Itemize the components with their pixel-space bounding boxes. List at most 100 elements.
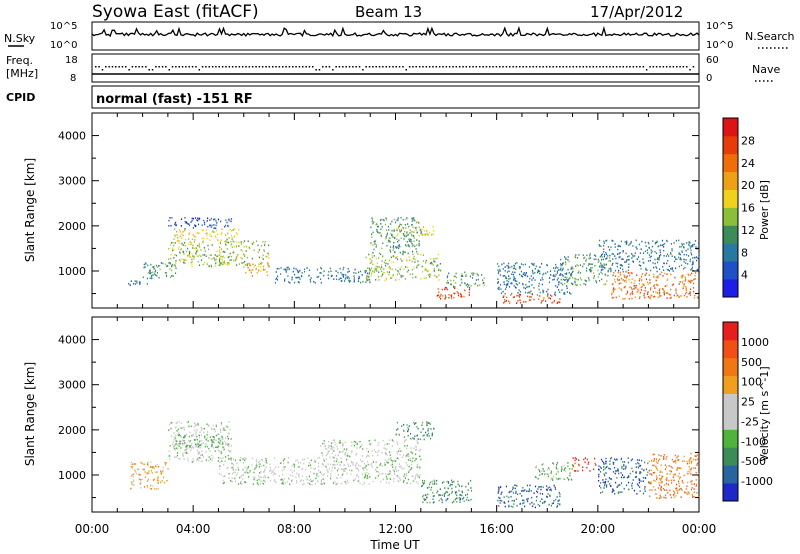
data-cell [181,427,183,429]
data-cell [207,225,209,228]
data-cell [402,481,405,483]
data-cell [222,457,224,459]
data-cell [620,263,622,266]
data-cell [616,486,618,488]
data-cell [676,295,678,297]
data-cell [242,478,244,480]
data-cell [335,483,337,486]
data-cell [398,450,400,452]
data-cell [502,296,504,298]
data-cell [227,225,229,228]
freq-frame [91,53,700,83]
data-cell [683,253,685,256]
data-cell [555,467,558,470]
data-cell [366,447,368,450]
data-cell [462,498,464,500]
data-cell [683,283,685,286]
data-cell [307,457,309,460]
data-cell [632,261,635,263]
data-cell [569,472,571,474]
data-cell [244,260,246,263]
data-cell [671,284,673,286]
freq-dot [589,66,591,68]
data-cell [229,259,231,262]
data-cell [152,479,155,481]
data-cell [247,240,249,242]
data-cell [695,256,697,258]
data-cell [650,481,652,484]
data-cell [371,233,373,236]
data-cell [149,268,151,271]
data-cell [438,494,440,496]
colorbar-swatch [723,171,738,190]
data-cell [432,491,434,494]
data-cell [222,429,224,431]
data-cell [568,260,570,263]
data-cell [323,270,325,272]
data-cell [385,237,387,240]
data-cell [322,442,324,445]
data-cell [613,466,616,469]
data-cell [262,471,264,473]
data-cell [666,284,668,287]
data-cell [371,267,373,270]
data-cell [691,272,693,275]
data-cell [427,493,429,496]
data-cell [693,287,695,289]
power-frame [91,112,700,309]
data-cell [559,493,561,495]
data-cell [412,273,414,275]
data-cell [288,281,290,283]
data-cell [606,486,608,488]
data-cell [283,462,285,465]
data-cell [173,257,175,259]
data-cell [637,484,639,487]
data-cell [649,482,651,485]
data-cell [378,252,380,255]
data-cell [297,271,299,274]
data-cell [281,478,283,481]
data-cell [428,274,430,276]
data-cell [356,447,358,449]
data-cell [308,464,310,467]
data-cell [177,239,179,242]
data-cell [180,422,182,425]
data-cell [446,491,449,494]
data-cell [416,448,418,451]
data-cell [659,488,661,490]
data-cell [228,450,230,452]
data-cell [268,265,270,267]
data-cell [412,226,414,229]
data-cell [515,268,517,270]
data-cell [207,265,210,267]
data-cell [320,278,322,280]
data-cell [346,479,348,482]
data-cell [602,479,604,481]
data-cell [468,291,470,294]
freq-dot [221,66,224,68]
data-cell [139,282,141,285]
data-cell [653,276,655,278]
data-cell [663,289,665,291]
freq-dot [388,66,391,68]
data-cell [619,271,621,274]
data-cell [133,484,135,486]
data-cell [606,239,608,242]
data-cell [465,275,467,277]
data-cell [149,277,151,280]
data-cell [600,262,602,265]
data-cell [643,469,645,472]
data-cell [648,242,650,245]
data-cell [607,269,609,272]
data-cell [243,253,245,256]
data-cell [222,255,224,257]
data-cell [276,267,278,270]
data-cell [436,483,438,485]
data-cell [343,470,345,472]
data-cell [198,444,201,447]
colorbar-tick-label: 20 [741,179,755,192]
data-cell [627,272,629,274]
x-tick-label: 00:00 [75,522,110,536]
data-cell [175,254,178,257]
data-cell [409,232,411,234]
